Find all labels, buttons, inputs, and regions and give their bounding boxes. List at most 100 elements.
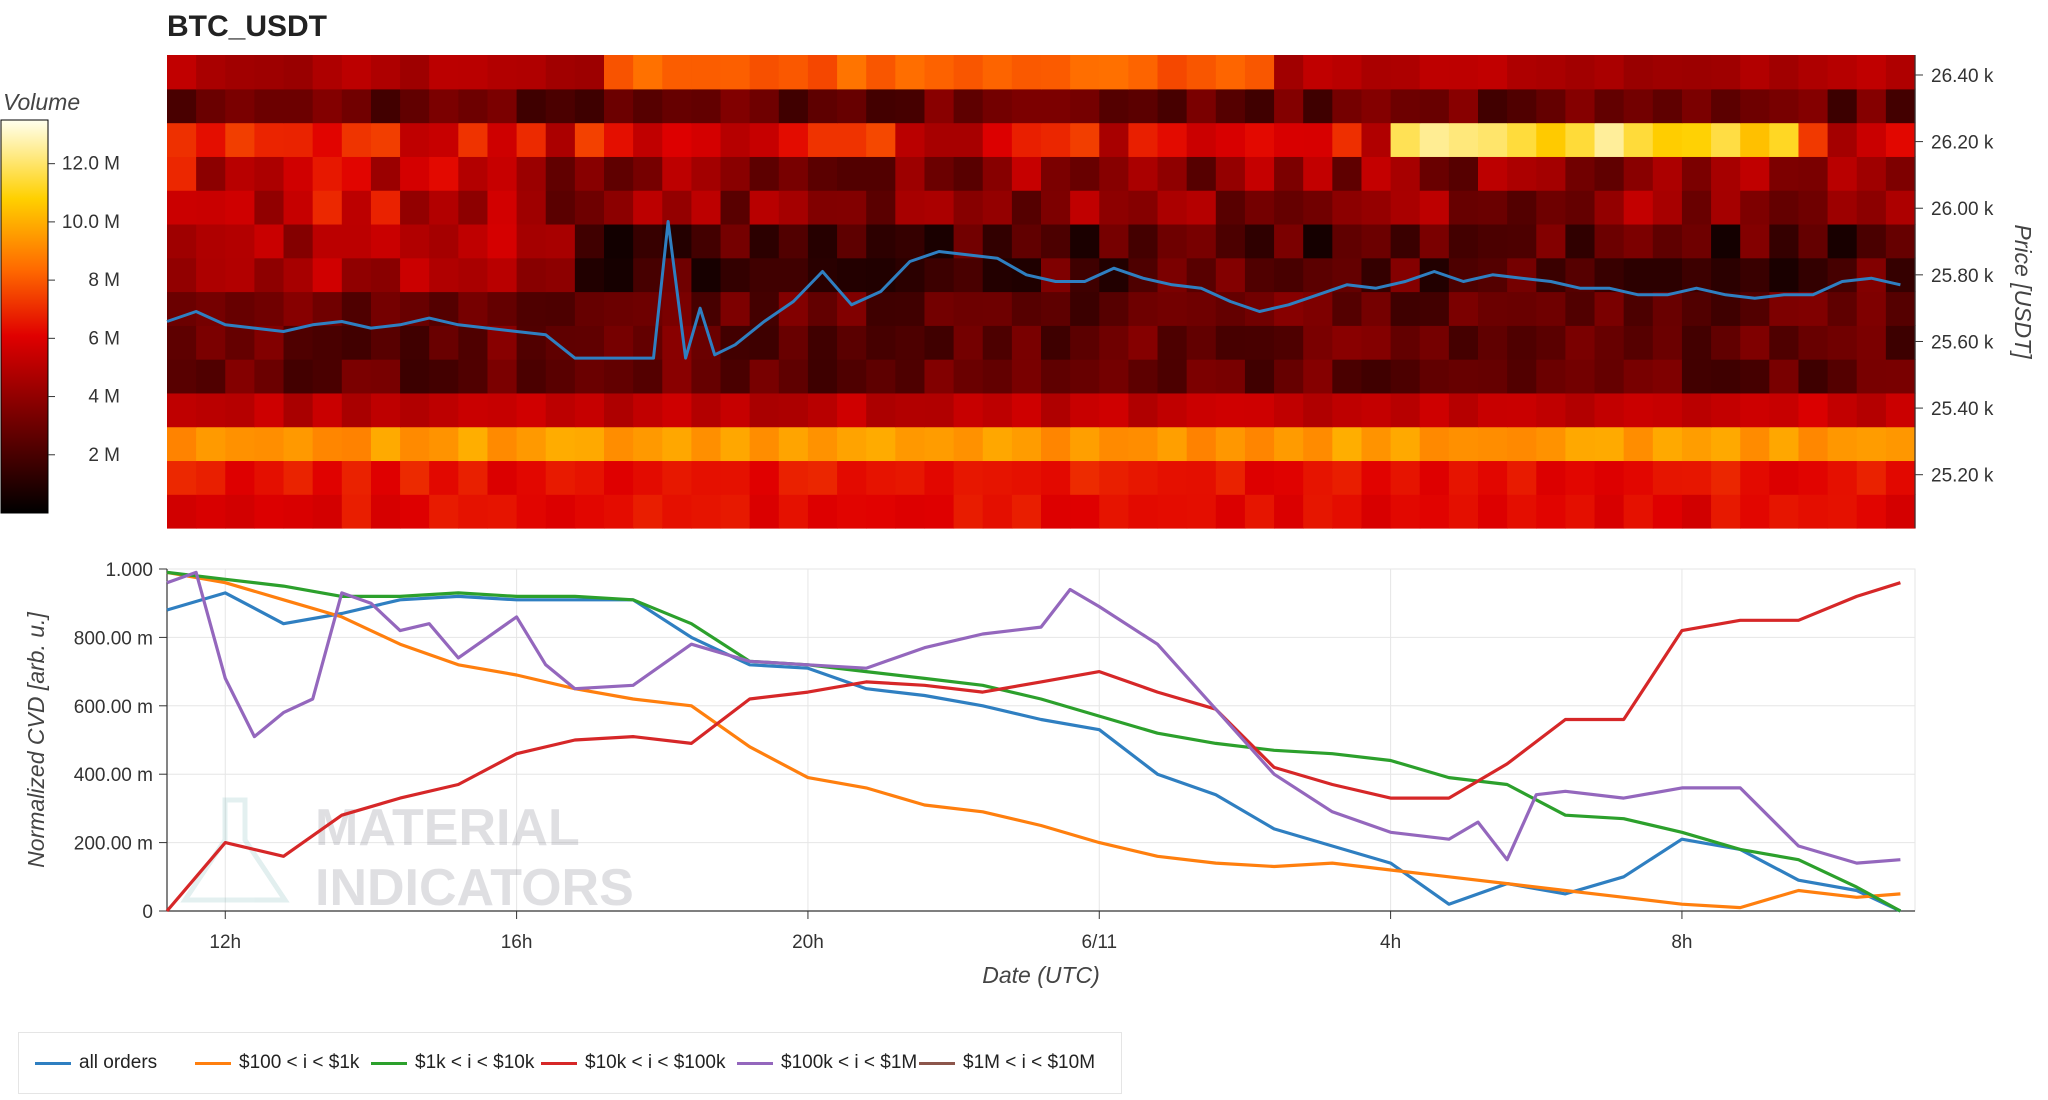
heatmap-cell <box>604 359 634 394</box>
colorbar-tick-label: 10.0 M <box>62 212 120 233</box>
heatmap-cell <box>662 156 692 191</box>
heatmap-cell <box>574 122 605 157</box>
heatmap-cell <box>1827 223 1858 259</box>
heatmap-cell <box>1652 122 1683 157</box>
heatmap-cell <box>516 325 547 360</box>
heatmap-cell <box>254 494 285 529</box>
heatmap-cell <box>807 190 838 225</box>
heatmap-cell <box>1070 257 1100 293</box>
heatmap-cell <box>837 156 867 191</box>
colorbar-tick-label: 8 M <box>88 270 120 291</box>
cvd-y-tick-label: 200.00 m <box>74 834 153 855</box>
heatmap-cell <box>429 223 459 259</box>
heatmap-cell <box>1507 291 1537 326</box>
heatmap-cell <box>982 325 1013 360</box>
heatmap-cell <box>458 223 489 259</box>
heatmap-cell <box>924 325 955 360</box>
heatmap-cell <box>1681 122 1712 157</box>
heatmap-cell <box>778 190 809 225</box>
cvd-x-tick-label: 8h <box>1671 932 1692 953</box>
heatmap-cell <box>1594 156 1625 191</box>
heatmap-cell <box>1885 88 1916 124</box>
heatmap-cell <box>487 291 518 326</box>
heatmap-cell <box>633 257 663 293</box>
heatmap-cell <box>487 494 518 529</box>
heatmap-cell <box>1128 122 1159 157</box>
heatmap-cell <box>458 156 489 191</box>
heatmap-cell <box>1332 494 1363 529</box>
heatmap-cell <box>982 460 1013 495</box>
cvd-line-plot[interactable]: 0 200.00 m 400.00 m 600.00 m 800.00 m 1.000 12… <box>23 560 1916 988</box>
heatmap-cell <box>1798 55 1829 90</box>
heatmap-cell <box>1128 392 1159 428</box>
heatmap-cell <box>574 494 605 529</box>
heatmap-cell <box>1711 392 1741 428</box>
heatmap-cell <box>604 426 634 462</box>
heatmap-cell <box>1798 325 1829 360</box>
heatmap-cell <box>1186 392 1217 428</box>
heatmap-cell <box>1565 190 1596 225</box>
heatmap-cell <box>254 88 285 124</box>
heatmap-cell <box>1711 190 1741 225</box>
legend-swatch <box>195 1062 231 1065</box>
heatmap-cell <box>458 426 489 462</box>
heatmap-cell <box>1215 359 1246 394</box>
heatmap-cell <box>1536 88 1566 124</box>
heatmap-cell <box>1244 257 1275 293</box>
heatmap-cell <box>691 257 722 293</box>
heatmap-cell <box>1274 190 1304 225</box>
heatmap-cell <box>225 291 255 326</box>
heatmap-cell <box>1332 156 1363 191</box>
heatmap-cell <box>196 190 226 225</box>
heatmap-cell <box>545 359 576 394</box>
heatmap-cell <box>1011 325 1042 360</box>
heatmap-cell <box>429 325 459 360</box>
heatmap-cell <box>1827 156 1858 191</box>
heatmap-cell <box>458 122 489 157</box>
heatmap-cell <box>633 426 663 462</box>
heatmap-cell <box>196 122 226 157</box>
heatmap-cell <box>1041 55 1071 90</box>
heatmap-cell <box>924 257 955 293</box>
heatmap-cell <box>312 223 343 259</box>
heatmap-cell <box>545 494 576 529</box>
heatmap-cell <box>1856 88 1887 124</box>
heatmap-cell <box>196 88 226 124</box>
heatmap-cell <box>1507 190 1537 225</box>
cvd-y-tick-label: 600.00 m <box>74 697 153 718</box>
heatmap-plot[interactable]: 25.20 k 25.40 k 25.60 k 25.80 k 26.00 k 26.20… <box>166 55 2036 529</box>
heatmap-cell <box>633 55 663 90</box>
heatmap-cell <box>866 88 896 124</box>
heatmap-cell <box>1128 291 1159 326</box>
heatmap-cell <box>1740 392 1770 428</box>
heatmap-cell <box>749 122 780 157</box>
heatmap-cell <box>924 156 955 191</box>
heatmap-cell <box>633 460 663 495</box>
heatmap-cell <box>1681 494 1712 529</box>
heatmap-cell <box>341 55 372 90</box>
heatmap-cell <box>1565 359 1596 394</box>
heatmap-cell <box>341 359 372 394</box>
heatmap-cell <box>1419 88 1450 124</box>
heatmap-cell <box>807 325 838 360</box>
heatmap-cell <box>458 55 489 90</box>
heatmap-cell <box>1711 223 1741 259</box>
heatmap-cell <box>1565 426 1596 462</box>
heatmap-cell <box>574 223 605 259</box>
heatmap-cell <box>720 325 751 360</box>
heatmap-cell <box>778 325 809 360</box>
heatmap-cell <box>1478 88 1508 124</box>
heatmap-cell <box>167 494 197 529</box>
heatmap-cell <box>1711 122 1741 157</box>
heatmap-cell <box>1536 55 1566 90</box>
heatmap-cell <box>982 156 1013 191</box>
heatmap-cell <box>633 325 663 360</box>
heatmap-cell <box>1536 122 1566 157</box>
heatmap-cell <box>1244 325 1275 360</box>
heatmap-cell <box>225 257 255 293</box>
heatmap-cell <box>633 122 663 157</box>
heatmap-cell <box>778 55 809 90</box>
heatmap-cell <box>1332 392 1363 428</box>
heatmap-cell <box>982 190 1013 225</box>
